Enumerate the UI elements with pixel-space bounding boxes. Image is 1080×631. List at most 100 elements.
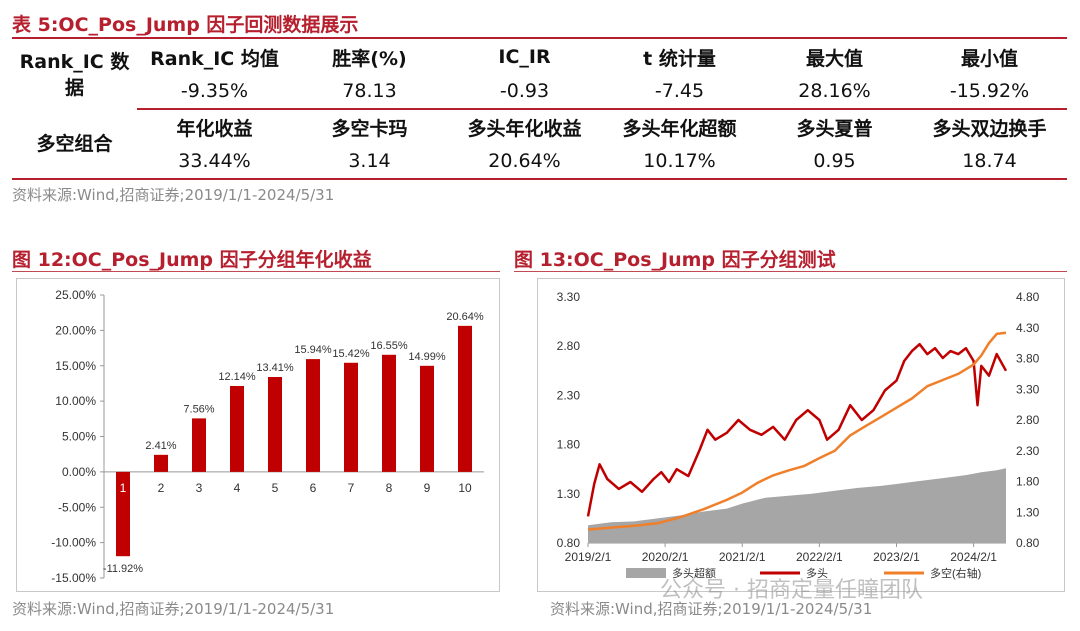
legend-label: 多头超额 — [672, 566, 716, 580]
bar — [306, 359, 320, 472]
fig12-title: 图 12:OC_Pos_Jump 因子分组年化收益 — [12, 249, 372, 271]
table-title-rule — [12, 37, 1067, 39]
long-short-header: 多空卡玛 — [331, 117, 408, 140]
y-right-tick-label: 1.80 — [1016, 475, 1040, 489]
x-category-label: 4 — [234, 481, 241, 495]
backtest-stats-table: Rank_IC 数据 Rank_IC 均值 胜率(%) IC_IR t 统计量 … — [12, 40, 1067, 180]
y-tick-label: 20.00% — [55, 323, 96, 337]
bar — [382, 354, 396, 472]
rank-ic-value: -15.92% — [912, 74, 1067, 110]
bar — [344, 362, 358, 472]
x-category-label: 6 — [310, 481, 317, 495]
long-short-header: 多头年化收益 — [467, 117, 582, 140]
x-category-label: 3 — [196, 481, 203, 495]
y-left-tick-label: 2.80 — [557, 339, 581, 353]
x-tick-label: 2024/2/1 — [950, 550, 997, 564]
bar — [192, 418, 206, 472]
y-tick-label: -15.00% — [51, 571, 96, 585]
bar-data-label: -11.92% — [103, 563, 143, 575]
x-tick-label: 2023/2/1 — [873, 550, 920, 564]
rank-ic-value: -0.93 — [447, 74, 602, 110]
y-right-tick-label: 3.30 — [1016, 382, 1040, 396]
x-category-label: 10 — [458, 481, 472, 495]
rank-ic-header: 最小值 — [960, 47, 1018, 70]
fig13-source-note: 资料来源:Wind,招商证券;2019/1/1-2024/5/31 — [550, 600, 873, 618]
bar-data-label: 20.64% — [446, 311, 484, 323]
legend-label: 多头 — [806, 566, 828, 580]
y-tick-label: 25.00% — [55, 288, 96, 302]
rank-ic-value: -9.35% — [137, 74, 292, 110]
bar — [458, 325, 472, 472]
bar — [230, 385, 244, 472]
long-short-value: 0.95 — [757, 144, 912, 180]
y-right-tick-label: 0.80 — [1016, 536, 1040, 550]
y-left-tick-label: 3.30 — [557, 290, 581, 304]
x-category-label: 5 — [272, 481, 279, 495]
y-right-tick-label: 2.30 — [1016, 444, 1040, 458]
rank-ic-row-label: Rank_IC 数据 — [19, 50, 130, 99]
long-short-header: 年化收益 — [176, 117, 253, 140]
series-area-long-excess — [588, 468, 1006, 543]
rank-ic-header: 最大值 — [805, 47, 863, 70]
x-category-label: 8 — [386, 481, 393, 495]
bar-data-label: 15.42% — [332, 348, 370, 360]
rank-ic-value: 78.13 — [292, 74, 447, 110]
y-tick-label: 15.00% — [55, 359, 96, 373]
fig13-title: 图 13:OC_Pos_Jump 因子分组测试 — [514, 249, 836, 271]
x-tick-label: 2022/2/1 — [796, 550, 843, 564]
bar-data-label: 12.14% — [218, 371, 256, 383]
bar-data-label: 13.41% — [256, 362, 294, 374]
bar-data-label: 7.56% — [183, 403, 214, 415]
rank-ic-header: Rank_IC 均值 — [150, 47, 279, 70]
x-category-label: 1 — [120, 481, 127, 495]
bar-data-label: 15.94% — [294, 344, 332, 356]
fig13-line-chart: 3.30 2.80 2.30 1.80 1.30 0.80 4.80 4.30 3.80 3.30… — [557, 290, 1040, 580]
long-short-row-label: 多空组合 — [12, 109, 137, 180]
y-left-tick-label: 0.80 — [557, 536, 581, 550]
legend-label: 多空(右轴) — [930, 566, 981, 580]
y-tick-label: 0.00% — [62, 465, 96, 479]
x-category-label: 2 — [158, 481, 165, 495]
y-tick-label: 5.00% — [62, 430, 96, 444]
y-right-tick-label: 4.30 — [1016, 321, 1040, 335]
x-tick-label: 2021/2/1 — [719, 550, 766, 564]
fig12-title-rule — [12, 271, 500, 272]
y-tick-label: -5.00% — [58, 500, 96, 514]
y-right-tick-label: 2.80 — [1016, 413, 1040, 427]
y-tick-label: -10.00% — [51, 536, 96, 550]
bar — [116, 471, 130, 557]
bar-data-label: 14.99% — [408, 351, 446, 363]
long-short-value: 3.14 — [292, 144, 447, 180]
fig12-bar-chart: 25.00% 20.00% 15.00% 10.00% 5.00% 0.00% -5.00%… — [51, 288, 484, 585]
rank-ic-header: IC_IR — [498, 46, 551, 68]
y-right-tick-label: 1.30 — [1016, 505, 1040, 519]
series-line-long-short — [587, 331, 1007, 531]
y-tick-label: 10.00% — [55, 394, 96, 408]
y-right-tick-label: 3.80 — [1016, 352, 1040, 366]
long-short-header: 多头夏普 — [796, 117, 873, 140]
table-title: 表 5:OC_Pos_Jump 因子回测数据展示 — [12, 14, 359, 36]
x-tick-label: 2020/2/1 — [642, 550, 689, 564]
rank-ic-value: -7.45 — [602, 74, 757, 110]
long-short-header: 多头双边换手 — [932, 117, 1047, 140]
table-source-note: 资料来源:Wind,招商证券;2019/1/1-2024/5/31 — [12, 186, 335, 204]
fig13-title-rule — [514, 271, 1067, 272]
x-category-label: 7 — [348, 481, 355, 495]
long-short-value: 33.44% — [137, 144, 292, 180]
y-left-tick-label: 1.80 — [557, 438, 581, 452]
bar — [268, 376, 282, 472]
fig13-chart-frame: 3.30 2.80 2.30 1.80 1.30 0.80 4.80 4.30 3.80 3.30… — [537, 278, 1065, 592]
bar-data-label: 16.55% — [370, 340, 408, 352]
y-right-tick-label: 4.80 — [1016, 290, 1040, 304]
rank-ic-value: 28.16% — [757, 74, 912, 110]
legend-swatch — [626, 568, 666, 578]
long-short-value: 10.17% — [602, 144, 757, 180]
rank-ic-header: t 统计量 — [643, 47, 716, 70]
fig12-chart-frame: 25.00% 20.00% 15.00% 10.00% 5.00% 0.00% -5.00%… — [16, 278, 500, 592]
bar — [154, 454, 168, 472]
fig12-source-note: 资料来源:Wind,招商证券;2019/1/1-2024/5/31 — [12, 600, 335, 618]
rank-ic-header: 胜率(%) — [332, 47, 407, 70]
series-line-long — [586, 342, 1008, 517]
watermark: 公众号 · 招商定量任瞳团队 — [660, 578, 923, 603]
long-short-value: 18.74 — [912, 144, 1067, 180]
